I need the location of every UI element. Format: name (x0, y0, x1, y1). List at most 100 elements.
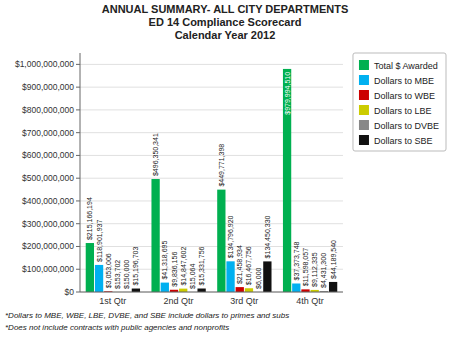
x-axis-line (80, 292, 343, 293)
data-label: $9,112,335 (311, 252, 318, 287)
y-axis-line (80, 53, 81, 292)
y-tick-label: $300,000,000 (22, 219, 74, 229)
legend-label: Dollars to MBE (374, 76, 434, 86)
grid-line (80, 109, 343, 110)
legend-label: Dollars to WBE (374, 91, 435, 101)
y-tick-label: $100,000,000 (22, 264, 74, 274)
bar (236, 287, 244, 292)
x-tick-label: 2nd Qtr (164, 296, 194, 306)
legend-swatch (359, 75, 369, 85)
x-tick-label: 3rd Qtr (230, 296, 258, 306)
bar (292, 283, 300, 292)
legend-swatch (359, 60, 369, 70)
y-tick (76, 178, 80, 179)
y-tick-label: $800,000,000 (22, 105, 74, 115)
y-tick (76, 292, 80, 293)
data-label: $153,702 (114, 260, 121, 289)
y-tick-label: $1,000,000,000 (15, 59, 74, 69)
bar (329, 282, 337, 292)
legend-label: Total $ Awarded (374, 61, 438, 71)
y-tick (76, 155, 80, 156)
data-label: $3,053,006 (105, 253, 112, 288)
bar (132, 289, 140, 292)
bar (95, 265, 103, 292)
y-tick (76, 109, 80, 110)
bar (263, 261, 271, 292)
y-tick (76, 269, 80, 270)
x-axis: 1st Qtr 2nd Qtr 3rd Qtr 4th Qtr (80, 292, 343, 306)
data-label: $150,000 (123, 260, 130, 289)
data-label: $44,189,540 (330, 240, 337, 279)
legend-frame (353, 53, 446, 151)
y-tick-label: $900,000,000 (22, 82, 74, 92)
data-label: $4,431,300 (320, 253, 327, 288)
footnote: *Does not include contracts with public … (5, 323, 229, 332)
data-label: $496,350,341 (152, 133, 159, 176)
x-tick-label: 1st Qtr (99, 296, 126, 306)
y-tick (76, 87, 80, 88)
title: ED 14 Compliance Scorecard (149, 16, 302, 28)
bar (151, 179, 159, 292)
y-tick (76, 223, 80, 224)
bar (86, 243, 94, 292)
bar (197, 289, 205, 292)
y-axis: $0 $100,000,000 $200,000,000 $300,000,000 $4… (15, 53, 80, 297)
bars (86, 69, 338, 292)
data-label: $11,598,057 (302, 248, 309, 287)
chart: ANNUAL SUMMARY- ALL CITY DEPARTMENTSED 1… (0, 0, 450, 338)
data-label: $9,836,156 (171, 252, 178, 287)
y-tick-label: $200,000,000 (22, 241, 74, 251)
data-label: $449,771,398 (218, 144, 225, 187)
y-tick-label: $0 (65, 287, 75, 297)
y-tick-label: $400,000,000 (22, 196, 74, 206)
data-label: $14,847,602 (180, 247, 187, 286)
bar (226, 261, 234, 292)
data-label: $37,373,748 (293, 241, 300, 280)
legend-label: Dollars to LBE (374, 106, 432, 116)
data-label: $118,901,937 (96, 220, 103, 262)
grid-line (80, 223, 343, 224)
data-label: $15,064 (189, 264, 196, 289)
footnote: *Dollars to MBE, WBE, LBE, DVBE, and SBE… (5, 311, 289, 320)
legend-swatch (359, 105, 369, 115)
grid-line (80, 132, 343, 133)
y-tick (76, 132, 80, 133)
legend-label: Dollars to SBE (374, 136, 433, 146)
data-label: $134,450,330 (264, 215, 271, 258)
grid-line (80, 155, 343, 156)
data-label: $979,994,510 (284, 72, 291, 115)
legend: Total $ Awarded Dollars to MBE Dollars to … (353, 53, 446, 151)
legend-swatch (359, 90, 369, 100)
bar (217, 190, 225, 292)
grid-line (80, 246, 343, 247)
data-label: $15,331,756 (198, 246, 205, 285)
title: ANNUAL SUMMARY- ALL CITY DEPARTMENTS (102, 3, 349, 15)
data-label: $21,458,934 (236, 245, 243, 284)
data-label: $215,166,194 (86, 197, 93, 240)
grid-line (80, 292, 343, 293)
grid (80, 64, 343, 292)
y-tick-label: $700,000,000 (22, 128, 74, 138)
y-tick-label: $500,000,000 (22, 173, 74, 183)
x-tick-label: 4th Qtr (296, 296, 324, 306)
y-tick (76, 200, 80, 201)
legend-swatch (359, 120, 369, 130)
legend-swatch (359, 135, 369, 145)
title: Calendar Year 2012 (175, 29, 276, 41)
y-tick (76, 64, 80, 65)
y-tick-label: $600,000,000 (22, 150, 74, 160)
data-label: $6,000 (255, 267, 262, 289)
grid-line (80, 64, 343, 65)
bar (161, 283, 169, 292)
data-labels: $215,166,194 $496,350,341 $449,771,398 $979… (86, 72, 336, 289)
grid-line (80, 87, 343, 88)
bar (245, 288, 253, 292)
bar (283, 69, 291, 292)
grid-line (80, 178, 343, 179)
data-label: $16,467,756 (245, 246, 252, 285)
data-label: $41,318,695 (161, 241, 168, 280)
legend-label: Dollars to DVBE (374, 121, 439, 131)
y-tick (76, 246, 80, 247)
data-label: $134,796,920 (227, 215, 234, 258)
data-label: $15,196,703 (132, 247, 139, 286)
